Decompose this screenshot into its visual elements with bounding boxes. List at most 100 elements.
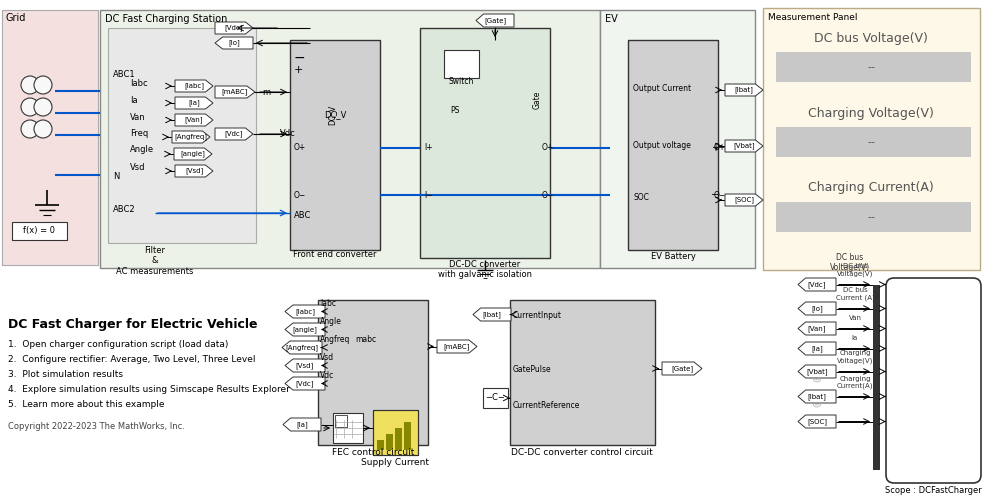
Text: [Ia]: [Ia] [188,100,200,106]
Text: 3.  Plot simulation results: 3. Plot simulation results [8,370,123,379]
Text: Output voltage: Output voltage [633,140,691,149]
Text: +: + [294,65,304,75]
Polygon shape [798,278,836,291]
Polygon shape [174,148,212,160]
Polygon shape [175,114,213,126]
Polygon shape [798,415,836,428]
Polygon shape [283,418,321,431]
Text: Van: Van [849,315,862,321]
Text: ABC2: ABC2 [113,205,136,214]
Text: I+: I+ [424,143,433,152]
Text: DC-DC converter control circuit: DC-DC converter control circuit [511,448,653,457]
Text: [Van]: [Van] [808,325,826,332]
Polygon shape [662,362,702,375]
Text: DC-DC converter
with galvanic isolation: DC-DC converter with galvanic isolation [438,260,532,280]
Text: f(x) = 0: f(x) = 0 [23,226,55,235]
Text: [Iabc]: [Iabc] [295,308,315,315]
Text: Freq: Freq [130,128,148,137]
Text: Switch: Switch [449,77,473,86]
Text: FEC control circuit: FEC control circuit [332,448,414,457]
Text: 1.  Open charger configuration script (load data): 1. Open charger configuration script (lo… [8,340,229,349]
Text: Supply Current: Supply Current [361,458,429,467]
Bar [776,52,971,82]
Polygon shape [798,302,836,315]
Text: N: N [113,172,119,181]
Text: Iabc: Iabc [320,300,336,309]
Text: −C−: −C− [485,393,505,402]
Polygon shape [282,341,322,354]
Bar [12,222,67,240]
Polygon shape [473,308,511,321]
Text: DC bus
Voltage(V): DC bus Voltage(V) [837,264,874,277]
Text: Charging
Voltage(V): Charging Voltage(V) [837,351,874,364]
Polygon shape [175,80,213,92]
Text: DC Fast Charging Station: DC Fast Charging Station [105,14,228,24]
Text: Charging Voltage(V): Charging Voltage(V) [809,107,934,120]
Text: DC_V: DC_V [327,105,336,125]
Text: Vsd: Vsd [130,162,146,171]
Text: [Ibat]: [Ibat] [735,87,753,93]
Bar [420,28,550,258]
Text: DC bus Voltage(V): DC bus Voltage(V) [814,32,928,45]
FancyBboxPatch shape [886,278,981,483]
Polygon shape [215,22,253,34]
Bar [776,202,971,232]
Text: DC bus
Current (A): DC bus Current (A) [835,288,875,301]
Text: [mABC]: [mABC] [444,343,470,350]
Bar [873,285,880,470]
Text: Angle: Angle [320,317,342,326]
Text: Front end converter: Front end converter [293,250,377,259]
Text: PS: PS [450,106,459,115]
Text: m: m [262,88,270,97]
Text: Iabc: Iabc [130,79,148,88]
Text: Vdc: Vdc [280,129,296,138]
Bar [395,428,402,450]
Bar [290,40,380,250]
Text: 2.  Configure rectifier: Average, Two Level, Three Level: 2. Configure rectifier: Average, Two Lev… [8,355,255,364]
Polygon shape [285,377,325,390]
Bar [776,127,971,157]
Text: [mABC]: [mABC] [222,89,248,95]
Text: Ia: Ia [852,335,858,341]
Text: CurrentReference: CurrentReference [513,400,581,409]
Text: Gate: Gate [532,91,541,109]
Text: O−: O− [542,190,554,199]
Text: Scope : DCFastCharger: Scope : DCFastCharger [884,486,981,495]
Text: [Ibat]: [Ibat] [808,393,826,400]
Text: Van: Van [130,113,146,122]
Text: [angle]: [angle] [180,151,205,157]
Text: [Vsd]: [Vsd] [296,362,315,369]
Text: --: -- [867,137,875,147]
Bar [600,10,755,268]
Polygon shape [285,359,325,372]
Bar [108,28,256,243]
Text: [Vsd]: [Vsd] [185,168,203,174]
Text: Vsd: Vsd [320,354,334,363]
Polygon shape [798,390,836,403]
Text: 5.  Learn more about this example: 5. Learn more about this example [8,400,165,409]
Bar [628,40,718,250]
Text: Charging Current(A): Charging Current(A) [809,181,934,194]
Text: O−: O− [294,190,307,199]
Bar [318,300,428,445]
Bar [386,434,393,450]
Bar [373,410,418,455]
Polygon shape [437,340,477,353]
Text: Angfreq: Angfreq [320,336,350,345]
Text: [Vbat]: [Vbat] [807,368,828,375]
Text: [Io]: [Io] [228,40,240,47]
Polygon shape [175,97,213,109]
Text: O+: O+ [714,143,727,152]
Polygon shape [215,37,253,49]
Text: EV Battery: EV Battery [651,252,695,261]
Text: Output Current: Output Current [633,84,691,93]
Polygon shape [215,86,255,98]
Text: [Angfreq]: [Angfreq] [175,134,207,140]
Text: 4.  Explore simulation results using Simscape Results Explorer: 4. Explore simulation results using Sims… [8,385,290,394]
Text: [Angfreq]: [Angfreq] [286,344,318,351]
Bar [333,413,363,443]
Circle shape [21,76,39,94]
Text: Ia: Ia [130,96,138,105]
Text: mabc: mabc [355,336,376,345]
Text: [Vdc]: [Vdc] [225,25,244,32]
